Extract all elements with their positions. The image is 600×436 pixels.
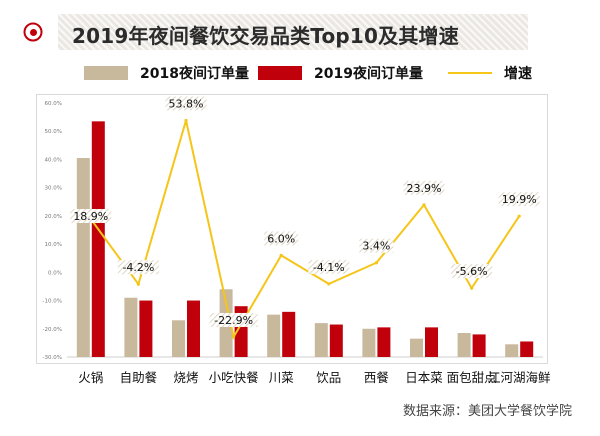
data-label-box bbox=[117, 260, 159, 275]
growth-line bbox=[89, 120, 521, 340]
bar-2018 bbox=[362, 328, 376, 357]
bar-2019 bbox=[187, 300, 200, 357]
x-tick-label: 日本菜 bbox=[405, 370, 443, 385]
x-tick-label: 面包甜点 bbox=[447, 370, 497, 385]
legend-label-2018: 2018夜间订单量 bbox=[140, 66, 249, 82]
data-label-box bbox=[165, 96, 207, 111]
bar-2019 bbox=[282, 311, 296, 357]
growth-point bbox=[422, 203, 426, 207]
x-tick-label: 烧烤 bbox=[173, 370, 198, 385]
data-label: -5.6% bbox=[456, 265, 488, 278]
data-label: -4.1% bbox=[313, 261, 345, 274]
bar-2018 bbox=[76, 158, 90, 357]
bar-2018 bbox=[505, 344, 519, 357]
bar-2019 bbox=[139, 300, 153, 357]
data-label: 23.9% bbox=[407, 182, 442, 195]
bar-2019 bbox=[91, 121, 105, 357]
data-label: 3.4% bbox=[362, 240, 390, 253]
bar-2018 bbox=[314, 323, 328, 357]
y-tick-label: 10.0% bbox=[45, 242, 62, 248]
growth-point bbox=[517, 214, 521, 218]
y-tick-label: 20.0% bbox=[45, 214, 62, 220]
x-tick-label: 火锅 bbox=[78, 370, 103, 385]
growth-point bbox=[470, 286, 474, 290]
legend-swatch-2018 bbox=[84, 66, 128, 80]
legend-label-2019: 2019夜间订单量 bbox=[314, 66, 423, 82]
bar-2018 bbox=[410, 338, 423, 357]
growth-point bbox=[136, 282, 140, 286]
growth-point bbox=[327, 282, 331, 286]
data-source-note: 数据来源：美团大学餐饮学院 bbox=[402, 404, 572, 419]
legend-swatch-2019 bbox=[258, 66, 302, 80]
y-tick-label: -30.0% bbox=[43, 355, 62, 361]
title-bullet-icon bbox=[23, 22, 43, 42]
data-label-box bbox=[359, 238, 394, 253]
y-tick-label: 40.0% bbox=[45, 157, 62, 163]
growth-point bbox=[374, 261, 378, 265]
legend-item-growth: 增速 bbox=[448, 62, 532, 84]
chart-plot-frame bbox=[36, 94, 548, 364]
data-label: 18.9% bbox=[73, 210, 108, 223]
growth-point bbox=[279, 253, 283, 257]
data-label-box bbox=[451, 264, 493, 279]
data-label-box bbox=[264, 231, 299, 246]
data-label-box bbox=[308, 259, 350, 274]
x-tick-label: 江河湖海鲜 bbox=[488, 370, 551, 385]
data-label: -4.2% bbox=[122, 261, 154, 274]
y-tick-label: 60.0% bbox=[45, 101, 62, 107]
bar-2019 bbox=[425, 327, 438, 357]
y-tick-label: 30.0% bbox=[45, 186, 62, 192]
y-tick-label: -10.0% bbox=[43, 299, 62, 305]
bar-2018 bbox=[124, 297, 138, 357]
x-tick-label: 西餐 bbox=[364, 370, 390, 385]
title-banner bbox=[58, 14, 528, 50]
data-label: 6.0% bbox=[267, 232, 295, 245]
data-label: 19.9% bbox=[502, 193, 537, 206]
data-label-box bbox=[209, 312, 258, 327]
chart-title: 2019年夜间餐饮交易品类Top10及其增速 bbox=[72, 24, 459, 48]
bar-2018 bbox=[457, 333, 471, 357]
data-label: -22.9% bbox=[214, 314, 253, 327]
bar-2018 bbox=[267, 314, 281, 357]
growth-point bbox=[232, 335, 236, 339]
data-label: 53.8% bbox=[169, 97, 204, 110]
legend-line-growth bbox=[448, 72, 492, 74]
data-label-box bbox=[70, 208, 112, 223]
legend-label-growth: 增速 bbox=[504, 66, 532, 82]
growth-point bbox=[184, 118, 188, 123]
x-tick-label: 饮品 bbox=[316, 370, 341, 385]
bar-2019 bbox=[520, 341, 534, 357]
x-tick-label: 川菜 bbox=[269, 370, 295, 385]
legend-item-2018: 2018夜间订单量 bbox=[84, 62, 249, 84]
data-label-box bbox=[498, 192, 540, 207]
bar-2019 bbox=[472, 334, 486, 357]
y-tick-label: 0.0% bbox=[48, 270, 62, 276]
bar-2019 bbox=[377, 327, 391, 357]
bar-2018 bbox=[172, 320, 185, 357]
legend-item-2019: 2019夜间订单量 bbox=[258, 62, 423, 84]
x-tick-label: 自助餐 bbox=[120, 370, 158, 385]
x-tick-label: 小吃快餐 bbox=[209, 370, 260, 385]
bar-2019 bbox=[329, 324, 343, 357]
y-tick-label: -20.0% bbox=[43, 327, 62, 333]
y-tick-label: 50.0% bbox=[45, 129, 62, 135]
data-label-box bbox=[403, 180, 445, 195]
